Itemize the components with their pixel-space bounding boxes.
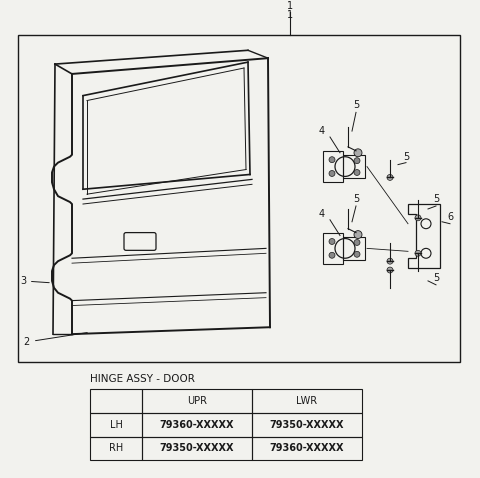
Text: 79350-XXXXX: 79350-XXXXX xyxy=(270,420,344,430)
Text: 79360-XXXXX: 79360-XXXXX xyxy=(160,420,234,430)
Text: 6: 6 xyxy=(447,212,453,222)
Circle shape xyxy=(354,158,360,163)
Circle shape xyxy=(354,251,360,257)
Circle shape xyxy=(329,239,335,244)
Circle shape xyxy=(329,252,335,258)
Bar xyxy=(90,389,142,413)
Circle shape xyxy=(329,171,335,176)
Text: 79350-XXXXX: 79350-XXXXX xyxy=(160,444,234,454)
Bar xyxy=(323,233,343,264)
Bar xyxy=(343,155,365,178)
Bar xyxy=(323,151,343,182)
Circle shape xyxy=(387,258,393,264)
Bar xyxy=(343,237,365,260)
Bar xyxy=(142,389,252,413)
Circle shape xyxy=(387,267,393,273)
Text: 5: 5 xyxy=(403,152,409,162)
Bar xyxy=(90,413,142,436)
Text: 4: 4 xyxy=(319,126,325,136)
Text: RH: RH xyxy=(109,444,123,454)
Circle shape xyxy=(415,215,421,221)
Bar xyxy=(252,436,362,460)
Circle shape xyxy=(415,250,421,256)
Bar xyxy=(18,34,460,362)
Circle shape xyxy=(387,174,393,180)
Text: 2: 2 xyxy=(24,333,87,347)
Bar xyxy=(252,389,362,413)
Text: 3: 3 xyxy=(20,276,49,286)
Bar xyxy=(252,413,362,436)
Text: 79360-XXXXX: 79360-XXXXX xyxy=(270,444,344,454)
Text: LH: LH xyxy=(109,420,122,430)
Text: HINGE ASSY - DOOR: HINGE ASSY - DOOR xyxy=(90,374,195,384)
Text: 5: 5 xyxy=(433,194,439,204)
Text: 5: 5 xyxy=(353,194,359,204)
Text: 4: 4 xyxy=(319,209,325,219)
Text: UPR: UPR xyxy=(187,396,207,406)
Bar xyxy=(142,413,252,436)
Circle shape xyxy=(354,230,362,239)
Circle shape xyxy=(354,170,360,175)
Bar xyxy=(90,436,142,460)
Bar xyxy=(142,436,252,460)
Text: 5: 5 xyxy=(353,100,359,110)
Text: 5: 5 xyxy=(433,273,439,283)
Text: 1: 1 xyxy=(287,10,293,20)
Circle shape xyxy=(354,149,362,157)
Circle shape xyxy=(329,157,335,163)
Text: 1: 1 xyxy=(287,1,293,11)
Text: LWR: LWR xyxy=(297,396,318,406)
Circle shape xyxy=(354,239,360,245)
